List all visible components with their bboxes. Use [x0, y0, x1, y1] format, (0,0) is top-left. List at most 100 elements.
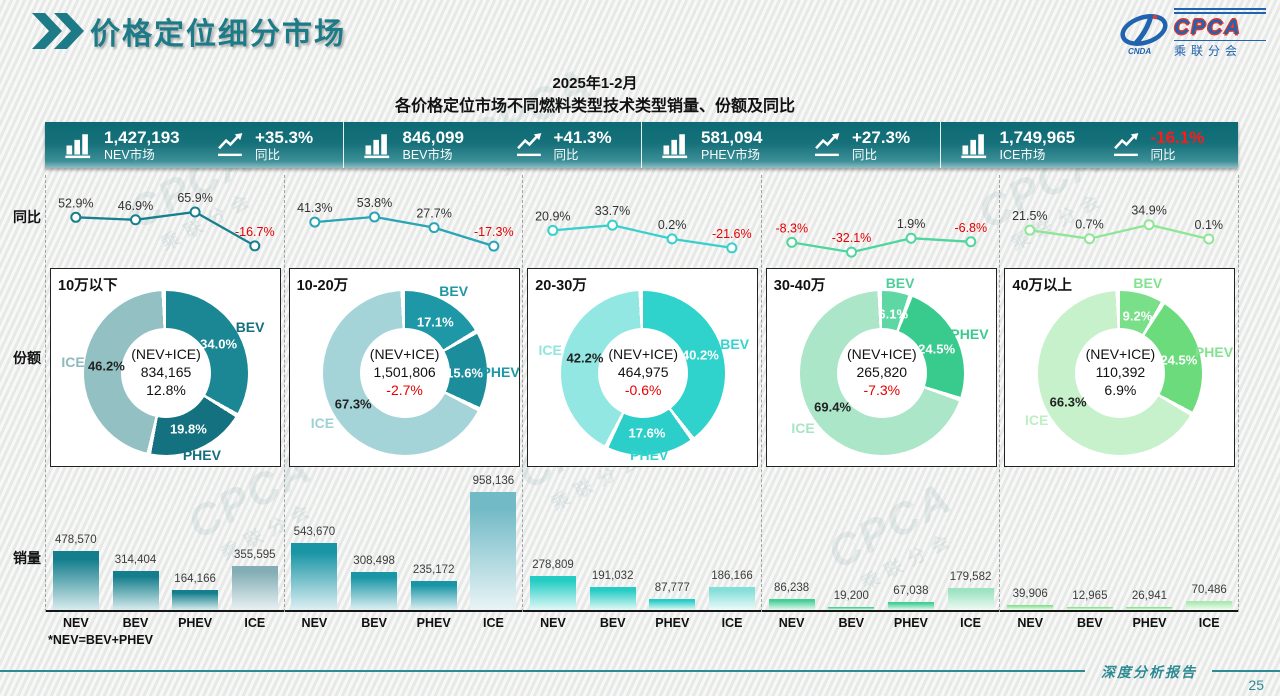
yoy-line-chart: 41.3% 53.8% 27.7% -17.3% — [297, 196, 513, 252]
sales-value-label: 191,032 — [591, 569, 634, 582]
price-segment-column: 52.9% 46.9% 65.9% -16.7% 10万以下 (NEV+ICE) 83… — [45, 175, 285, 630]
donut-segment-name: BEV — [720, 335, 750, 352]
data-point-marker — [1143, 219, 1155, 231]
sales-bar — [768, 599, 815, 610]
yoy-value-label: 41.3% — [297, 201, 332, 215]
donut-segment-pct: 46.2% — [87, 358, 125, 374]
sales-value-label: 278,809 — [532, 558, 574, 571]
sales-bar — [231, 566, 278, 610]
kpi-trend-value: -16.1% — [1150, 128, 1205, 148]
sales-bar — [470, 492, 517, 610]
donut-segment-name: BEV — [439, 282, 469, 299]
data-point-marker — [189, 206, 201, 218]
donut-center: (NEV+ICE) 464,975 -0.6% — [598, 328, 689, 418]
page-title: 价格定位细分市场 — [90, 18, 346, 51]
donut-center-growth: 6.9% — [1104, 381, 1137, 398]
kpi-label: PHEV市场 — [701, 147, 761, 162]
price-segment-column: 20.9% 33.7% 0.2% -21.6% 20-30万 (NEV+ICE) 46… — [522, 175, 762, 630]
yoy-line-chart: -8.3% -32.1% 1.9% -6.8% — [775, 217, 987, 258]
price-segment-title: 40万以上 — [1012, 278, 1073, 294]
donut-segment-name: BEV — [235, 318, 265, 335]
yoy-line-chart: 20.9% 33.7% 0.2% -21.6% — [535, 204, 752, 254]
kpi-trend-label: 同比 — [852, 147, 878, 162]
sales-value-label: 26,941 — [1131, 589, 1168, 602]
yoy-line-chart: 21.5% 0.7% 34.9% 0.1% — [1012, 204, 1223, 245]
donut-segment-pct: 19.8% — [169, 421, 207, 437]
donut-center-value: 1,501,806 — [373, 364, 436, 381]
sales-value-label: 39,906 — [1012, 588, 1048, 601]
kpi-segment-ice: 1,749,965 ICE市场 -16.1% 同比 — [941, 122, 1239, 168]
donut-center-growth: 12.8% — [146, 381, 186, 398]
sales-bar — [1186, 601, 1233, 610]
sales-value-label: 314,404 — [114, 554, 157, 567]
data-point-marker — [786, 236, 798, 248]
footer-line-left — [0, 670, 1085, 672]
category-label: ICE — [1198, 616, 1220, 630]
logo-subtext: 乘联分会 — [1174, 39, 1266, 59]
bar-chart-icon — [65, 133, 91, 158]
category-label: BEV — [361, 616, 387, 630]
data-point-marker — [1084, 233, 1096, 245]
donut-segment-pct: 69.4% — [814, 399, 852, 415]
yoy-value-label: 21.5% — [1012, 209, 1047, 223]
kpi-segment-phev: 581,094 PHEV市场 +27.3% 同比 — [642, 122, 941, 168]
donut-segment-pct: 67.3% — [334, 396, 372, 412]
donut-center-growth: -7.3% — [863, 381, 901, 398]
yoy-value-label: -32.1% — [831, 231, 871, 245]
data-point-marker — [965, 236, 977, 248]
sales-value-label: 164,166 — [174, 572, 216, 585]
donut-center: (NEV+ICE) 110,392 6.9% — [1075, 328, 1166, 418]
kpi-value: 1,427,193 — [104, 128, 180, 148]
category-label: NEV — [301, 616, 328, 630]
sales-value-label: 958,136 — [472, 475, 515, 487]
donut-segment-pct: 9.2% — [1122, 308, 1153, 323]
data-point-marker — [428, 222, 440, 234]
kpi-trend-value: +41.3% — [553, 128, 612, 148]
donut-center-value: 110,392 — [1095, 364, 1146, 381]
price-segment-title: 10万以下 — [58, 278, 118, 294]
price-segment-title: 30-40万 — [773, 278, 826, 294]
sales-value-label: 186,166 — [711, 570, 753, 583]
row-label-yoy: 同比 — [13, 209, 41, 225]
yoy-value-label: 20.9% — [535, 209, 570, 223]
category-label: PHEV — [893, 616, 928, 630]
yoy-value-label: -8.3% — [775, 221, 808, 235]
kpi-value: 846,099 — [402, 128, 464, 148]
sales-bar — [351, 572, 398, 610]
category-label: BEV — [838, 616, 865, 630]
sales-value-label: 19,200 — [833, 590, 869, 602]
category-label: PHEV — [655, 616, 690, 630]
yoy-value-label: 33.7% — [595, 204, 630, 218]
donut-center-label: (NEV+ICE) — [131, 346, 201, 363]
kpi-bar: 1,427,193 NEV市场 +35.3% 同比 846,099 BEV市场 +41… — [45, 122, 1238, 168]
category-label: NEV — [778, 616, 805, 630]
donut-segment-pct: 34.0% — [200, 336, 238, 352]
yoy-value-label: 0.2% — [658, 218, 687, 232]
donut-center: (NEV+ICE) 1,501,806 -2.7% — [359, 328, 450, 418]
donut-center-label: (NEV+ICE) — [1085, 346, 1156, 363]
data-point-marker — [1203, 233, 1215, 245]
category-label: ICE — [482, 616, 504, 630]
logo-line — [1174, 7, 1266, 10]
trend-icon — [1113, 133, 1138, 157]
donut-segment-pct: 66.3% — [1049, 394, 1087, 410]
sales-bar — [529, 575, 576, 610]
yoy-value-label: -16.7% — [235, 225, 275, 239]
data-point-marker — [249, 240, 261, 252]
kpi-segment-nev: 1,427,193 NEV市场 +35.3% 同比 — [45, 122, 344, 168]
donut-segment-name: ICE — [61, 353, 85, 370]
yoy-value-label: 65.9% — [177, 191, 212, 205]
trend-icon — [516, 133, 541, 157]
row-label-share: 份额 — [13, 350, 41, 366]
price-segment-column: 21.5% 0.7% 34.9% 0.1% 40万以上 (NEV+ICE) 110,3… — [999, 175, 1239, 630]
price-segment-column: 41.3% 53.8% 27.7% -17.3% 10-20万 (NEV+ICE) 1… — [283, 175, 524, 630]
yoy-value-label: -21.6% — [712, 227, 752, 241]
cpca-logo-mark: CNDA — [1120, 14, 1168, 56]
sales-value-label: 179,582 — [949, 570, 992, 583]
bar-chart-icon — [363, 133, 389, 158]
donut-segment-pct: 42.2% — [566, 350, 604, 366]
sales-value-label: 543,670 — [293, 526, 336, 538]
yoy-value-label: -6.8% — [954, 221, 987, 235]
kpi-trend-value: +27.3% — [852, 128, 911, 148]
category-label: NEV — [540, 616, 566, 630]
